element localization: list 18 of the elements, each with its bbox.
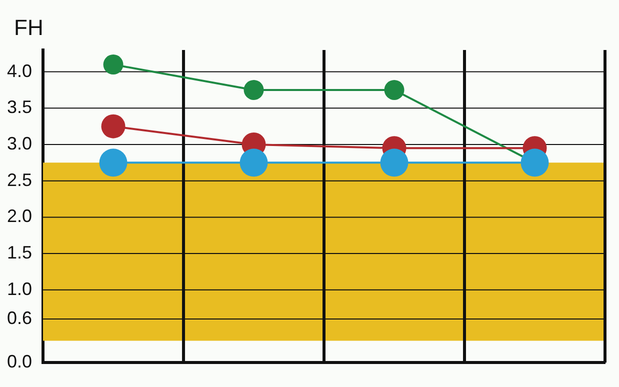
y-tick-label: 1.0 [6, 278, 32, 299]
y-tick-label: 3.5 [6, 97, 32, 118]
y-tick-label: 0.6 [6, 308, 32, 328]
point [384, 80, 404, 100]
y-tick-label: 3.0 [6, 133, 32, 154]
point [99, 148, 128, 177]
point [244, 80, 264, 100]
y-tick-label: 0.0 [6, 352, 32, 372]
point [240, 148, 268, 177]
y-tick-label: 2.5 [6, 170, 32, 190]
point [380, 148, 408, 177]
y-tick-label: 2.0 [6, 206, 32, 226]
point [520, 148, 549, 177]
point [101, 114, 126, 138]
y-tick-label: 4.0 [6, 60, 32, 81]
point [103, 54, 124, 75]
y-axis-title: FH [14, 15, 44, 40]
y-tick-label: 1.5 [6, 242, 32, 263]
